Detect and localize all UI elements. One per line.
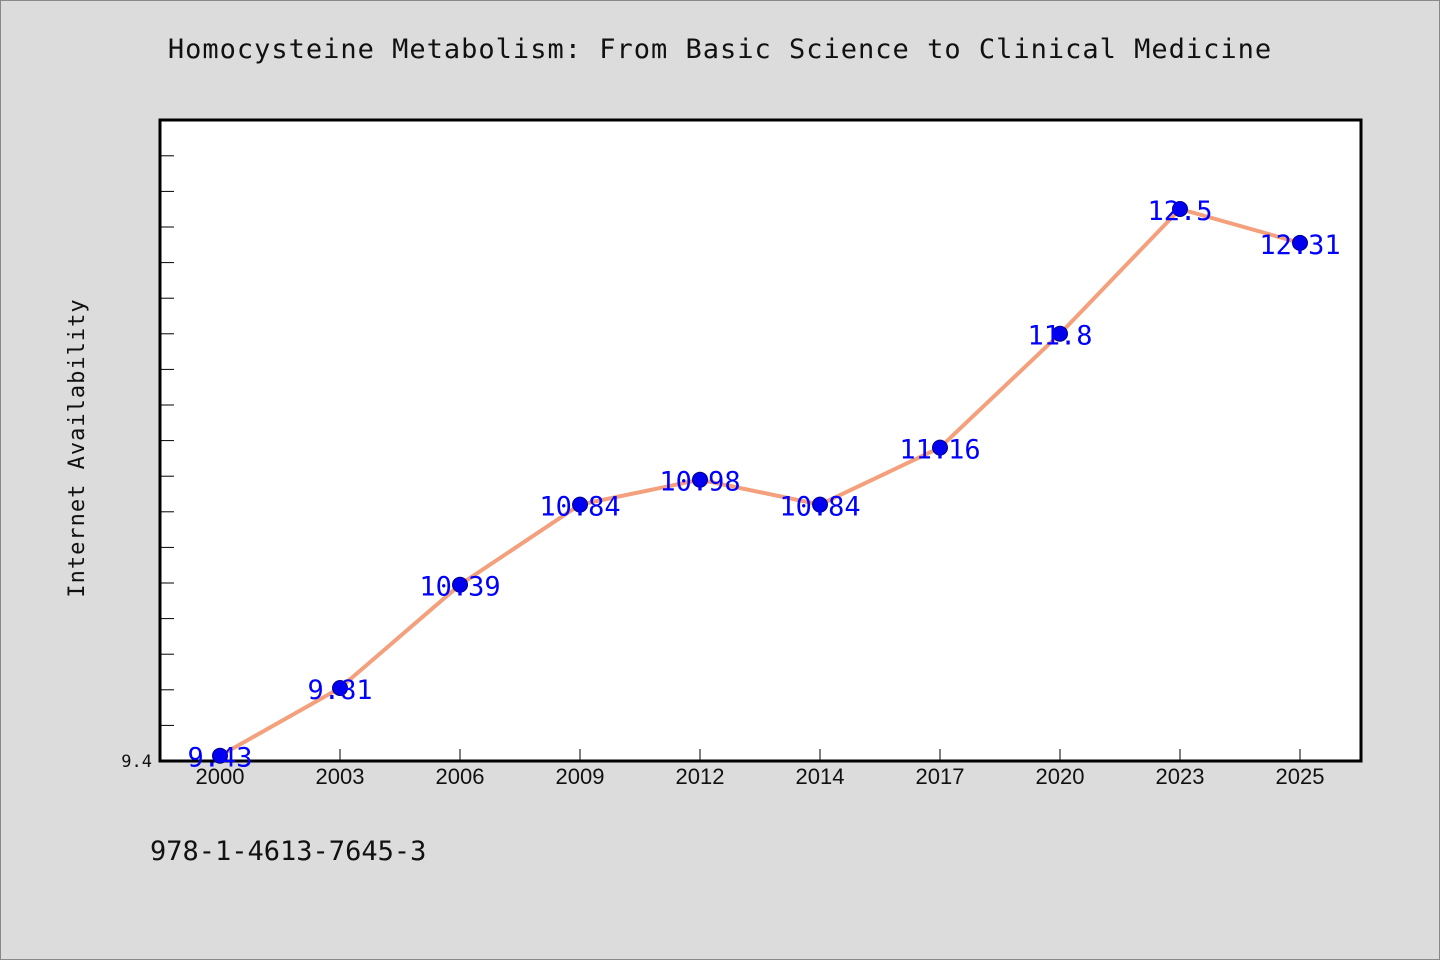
data-point [332,680,348,696]
data-label: 11.16 [899,435,980,466]
x-tick-label: 2023 [1156,764,1205,789]
markers [212,201,1308,764]
x-tick-label: 2000 [196,764,245,789]
data-label: 10.98 [659,467,740,498]
data-label: 10.84 [539,492,620,523]
y-tick-labels: 9.4 [121,752,152,772]
data-point [1052,325,1068,342]
chart-title: Homocysteine Metabolism: From Basic Scie… [167,34,1273,65]
data-point [1292,234,1308,251]
x-tick-label: 2020 [1036,764,1085,789]
x-tick-label: 2012 [676,764,725,789]
data-point [932,439,948,456]
x-tick-label: 2009 [556,764,605,789]
data-label: 9.81 [307,675,372,706]
x-tick-label: 2017 [916,764,965,789]
data-point [572,496,588,513]
data-label: 11.8 [1027,321,1092,352]
y-minor-ticks [160,155,174,726]
series-line [219,207,1301,758]
data-label: 10.84 [779,492,860,523]
data-point [212,747,228,764]
y-tick-label: 9.4 [121,752,152,772]
x-tick-label: 2025 [1276,764,1325,789]
y-axis-label: Internet Availability [65,298,90,597]
data-point [692,471,708,488]
data-point [812,496,828,513]
x-tick-label: 2003 [316,764,365,789]
data-labels: 9.43 9.81 10.39 10.84 10.98 10.84 11.16 11.8 12.… [187,196,1340,774]
data-label: 10.39 [419,572,500,603]
x-tick-labels: 2000 2003 2006 2009 2012 2014 2017 2020 2023 2025 [196,764,1325,789]
data-label: 9.43 [187,743,252,774]
x-tick-label: 2014 [796,764,845,789]
data-label: 12.5 [1147,196,1212,227]
x-tick-label: 2006 [436,764,485,789]
data-label: 12.31 [1259,230,1340,261]
data-point [452,576,468,593]
isbn-text: 978-1-4613-7645-3 [150,836,427,867]
data-point [1172,201,1188,217]
